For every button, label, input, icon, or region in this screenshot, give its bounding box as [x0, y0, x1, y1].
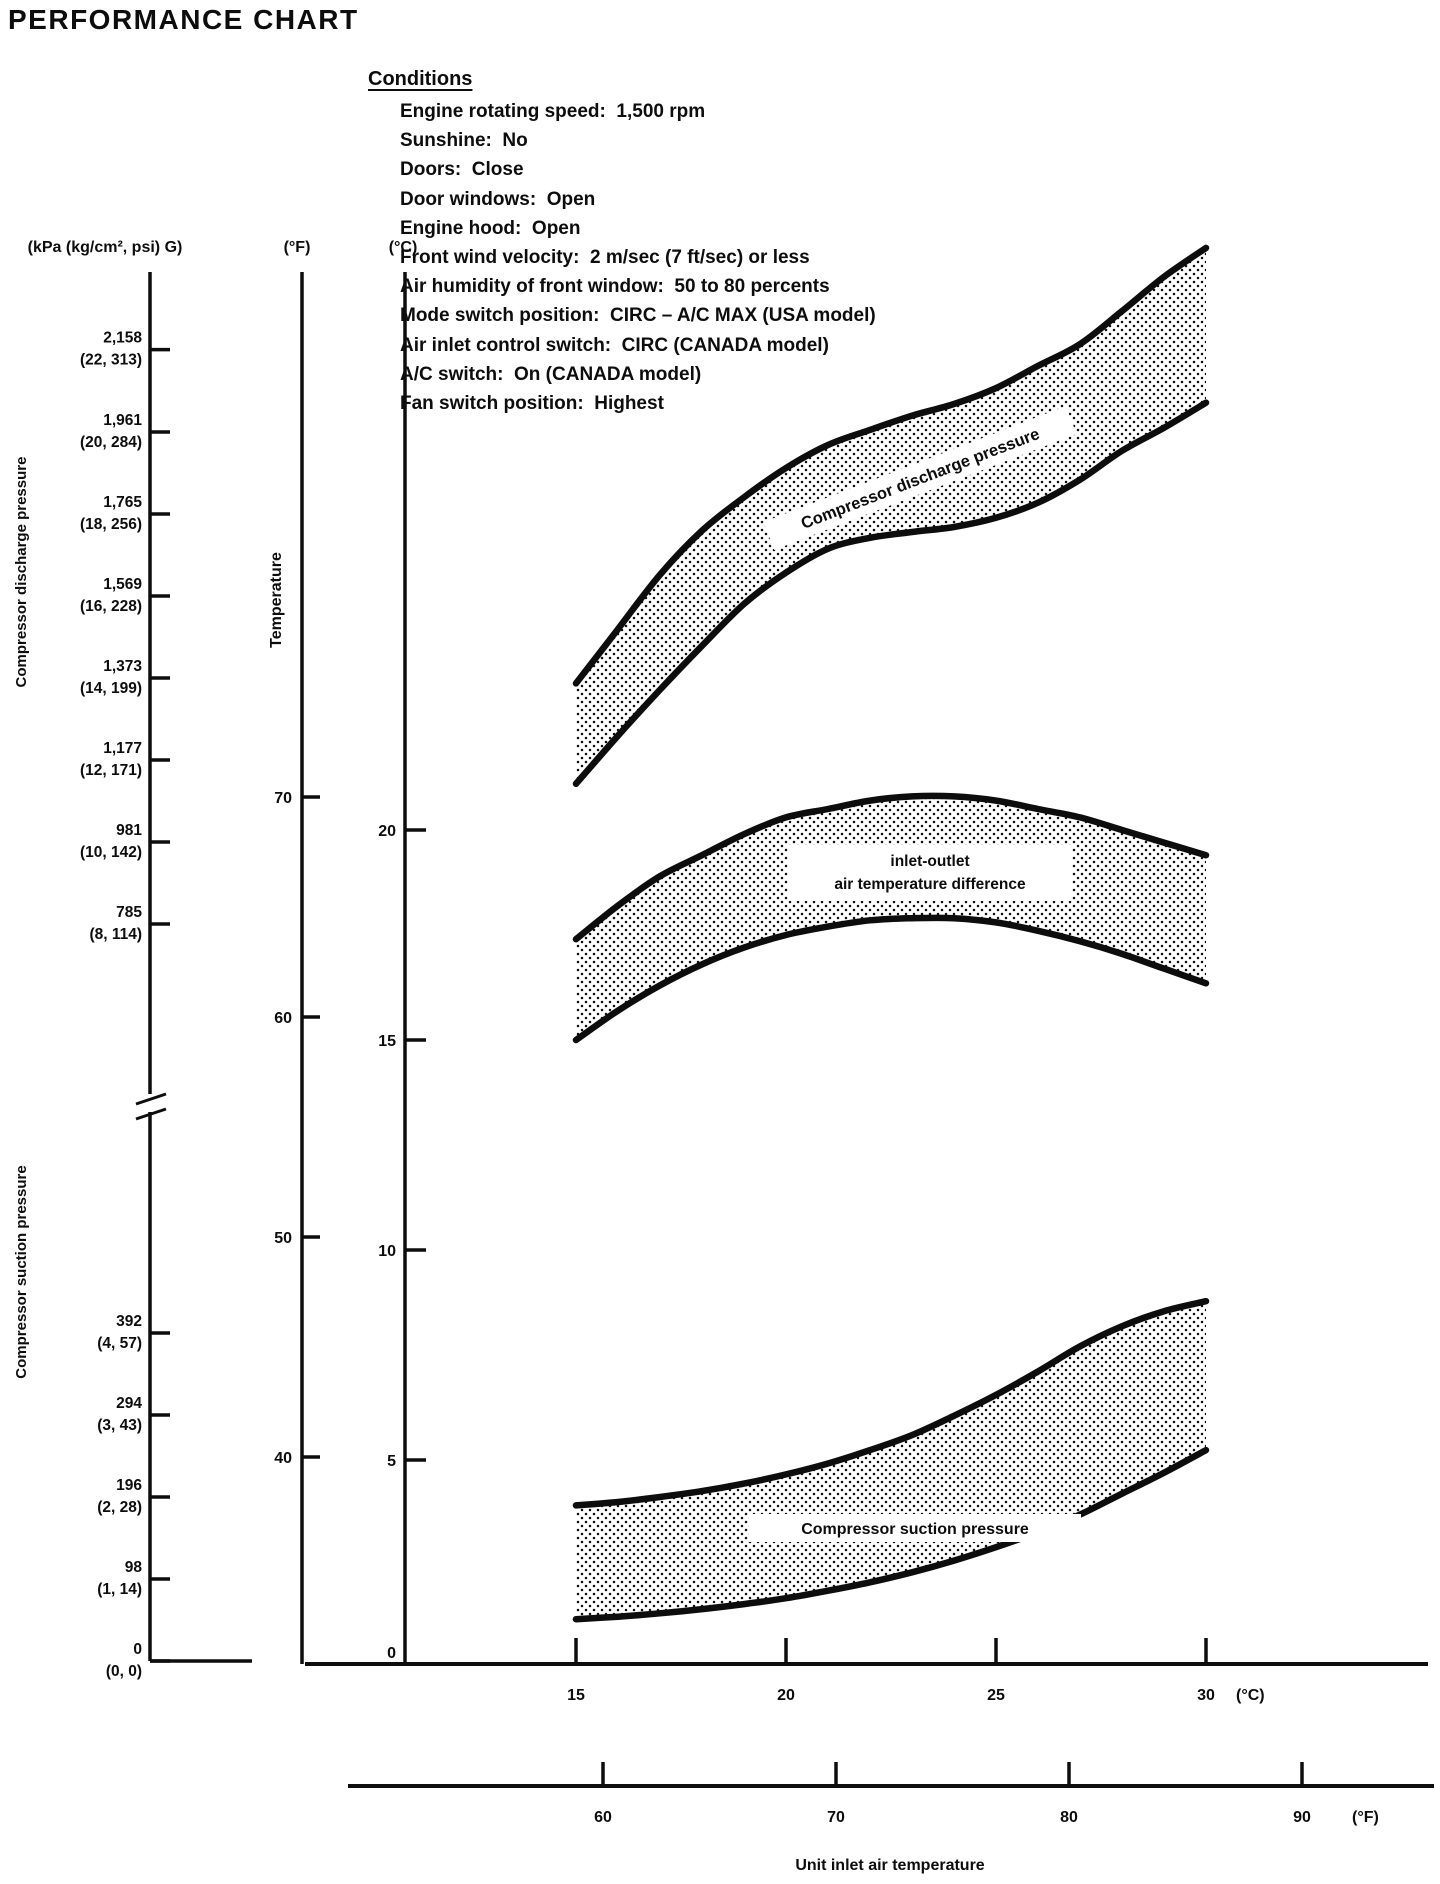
svg-text:(°C): (°C)	[1236, 1687, 1265, 1704]
svg-text:90: 90	[1293, 1809, 1311, 1826]
condition-item: Fan switch position: Highest	[400, 393, 664, 415]
svg-text:(12, 171): (12, 171)	[80, 762, 142, 779]
condition-item: Engine hood: Open	[400, 217, 581, 239]
svg-text:80: 80	[1060, 1809, 1078, 1826]
svg-text:(4, 57): (4, 57)	[97, 1335, 142, 1352]
condition-item: Engine rotating speed: 1,500 rpm	[400, 101, 706, 122]
svg-text:1,177: 1,177	[103, 740, 142, 757]
svg-text:(14, 199): (14, 199)	[80, 680, 142, 697]
svg-text:981: 981	[116, 822, 142, 839]
svg-text:70: 70	[827, 1809, 845, 1826]
svg-text:(°C): (°C)	[389, 239, 418, 256]
conditions-list: Engine rotating speed: 1,500 rpm Sunshine…	[368, 97, 876, 418]
condition-item: Doors: Close	[400, 159, 524, 181]
svg-text:50: 50	[274, 1230, 292, 1247]
svg-text:(2, 28): (2, 28)	[97, 1499, 142, 1516]
condition-item: Front wind velocity: 2 m/sec (7 ft/sec) …	[400, 247, 810, 269]
svg-text:60: 60	[274, 1010, 292, 1027]
svg-text:20: 20	[378, 823, 396, 840]
svg-text:Compressor suction pressure: Compressor suction pressure	[801, 1521, 1029, 1538]
svg-text:(18, 256): (18, 256)	[80, 516, 142, 533]
svg-text:0: 0	[133, 1641, 142, 1658]
condition-item: Door windows: Open	[400, 188, 596, 210]
temperature-f-axis: (°F) 70 60 50 40 Temperature	[268, 239, 320, 1664]
discharge-pressure-axis-label: Compressor discharge pressure	[13, 457, 30, 688]
svg-text:30: 30	[1197, 1687, 1215, 1704]
svg-text:(°F): (°F)	[1352, 1809, 1379, 1826]
svg-text:98: 98	[125, 1559, 143, 1576]
svg-text:20: 20	[777, 1687, 795, 1704]
svg-text:785: 785	[116, 904, 142, 921]
x-axis-caption: Unit inlet air temperature	[795, 1857, 984, 1874]
svg-text:(1, 14): (1, 14)	[97, 1581, 142, 1598]
svg-text:196: 196	[116, 1477, 142, 1494]
temperature-axis-label: Temperature	[268, 552, 285, 648]
svg-text:60: 60	[594, 1809, 612, 1826]
condition-item: Sunshine: No	[400, 130, 528, 152]
svg-text:392: 392	[116, 1313, 142, 1330]
suction-pressure-axis-label: Compressor suction pressure	[13, 1165, 30, 1378]
svg-text:1,373: 1,373	[103, 658, 142, 675]
svg-text:(10, 142): (10, 142)	[80, 844, 142, 861]
band-compressor-discharge-pressure	[572, 244, 1210, 788]
temp-difference-band-label: inlet-outlet air temperature difference	[788, 845, 1072, 901]
pressure-axis: (kPa (kg/cm², psi) G) 2,158 (22, 313) 1,961…	[13, 239, 252, 1680]
svg-text:5: 5	[387, 1453, 396, 1470]
svg-text:15: 15	[567, 1687, 585, 1704]
band-inlet-outlet-air-temperature-difference	[572, 792, 1210, 1044]
svg-text:inlet-outlet: inlet-outlet	[890, 853, 969, 870]
svg-text:1,961: 1,961	[103, 412, 142, 429]
svg-text:40: 40	[274, 1450, 292, 1467]
temperature-c-axis: (°C) 20 15 10 5 0	[378, 239, 426, 1664]
condition-item: Air humidity of front window: 50 to 80 p…	[400, 276, 830, 298]
svg-text:70: 70	[274, 790, 292, 807]
svg-text:air temperature difference: air temperature difference	[834, 876, 1026, 893]
conditions-block: Conditions Engine rotating speed: 1,500 …	[368, 68, 876, 418]
svg-text:1,765: 1,765	[103, 494, 142, 511]
svg-text:1,569: 1,569	[103, 576, 142, 593]
svg-text:10: 10	[378, 1243, 396, 1260]
svg-text:(20, 284): (20, 284)	[80, 434, 142, 451]
svg-text:25: 25	[987, 1687, 1005, 1704]
svg-text:(8, 114): (8, 114)	[89, 926, 142, 943]
suction-band-label: Compressor suction pressure	[749, 1514, 1081, 1542]
svg-text:2,158: 2,158	[103, 330, 142, 347]
svg-text:(°F): (°F)	[284, 239, 311, 256]
condition-item: A/C switch: On (CANADA model)	[400, 363, 702, 385]
svg-text:(0, 0): (0, 0)	[106, 1663, 142, 1680]
svg-text:0: 0	[387, 1645, 396, 1662]
svg-text:15: 15	[378, 1033, 396, 1050]
conditions-heading: Conditions	[368, 68, 473, 90]
band-compressor-suction-pressure	[572, 1297, 1210, 1623]
x-axis-celsius: 15 20 25 30 (°C)	[305, 1638, 1428, 1704]
page-title: PERFORMANCE CHART	[8, 4, 359, 35]
x-axis-fahrenheit: 60 70 80 90 (°F) Unit inlet air temperature	[348, 1762, 1434, 1874]
svg-text:(3, 43): (3, 43)	[97, 1417, 142, 1434]
condition-item: Mode switch position: CIRC – A/C MAX (US…	[400, 305, 876, 327]
svg-text:(22, 313): (22, 313)	[80, 352, 142, 369]
svg-text:(kPa (kg/cm², psi) G): (kPa (kg/cm², psi) G)	[28, 239, 183, 256]
svg-text:(16, 228): (16, 228)	[80, 598, 142, 615]
svg-text:294: 294	[116, 1395, 142, 1412]
condition-item: Air inlet control switch: CIRC (CANADA m…	[400, 334, 829, 356]
